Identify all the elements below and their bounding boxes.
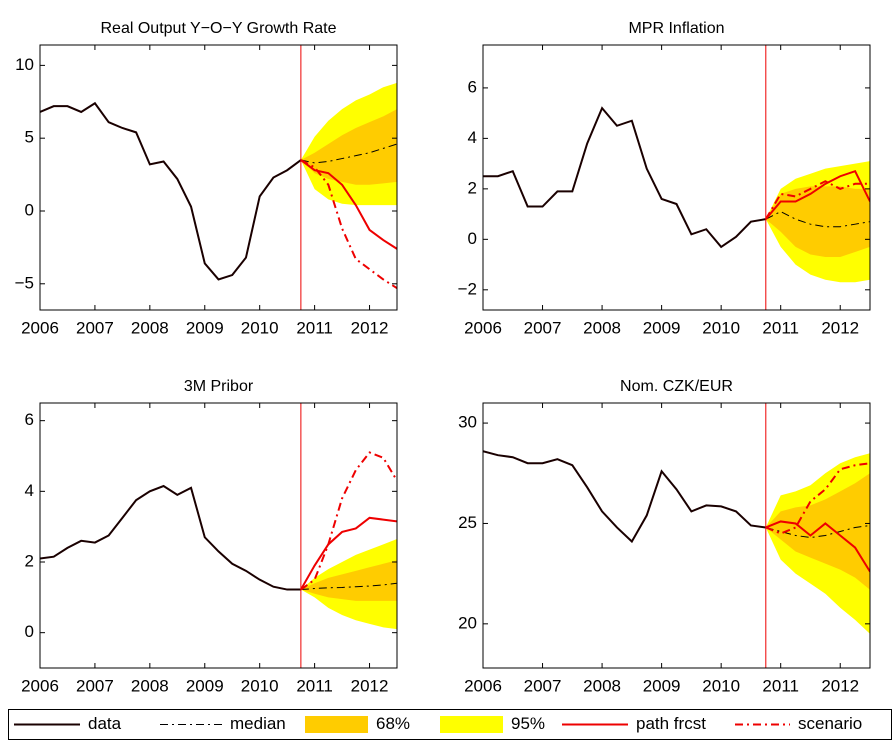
line — [765, 169, 870, 220]
plot-area — [483, 106, 870, 283]
y-tick-label: 6 — [25, 410, 34, 429]
y-tick-label: 6 — [468, 77, 477, 96]
y-tick-label: −5 — [15, 273, 34, 292]
y-tick-label: 5 — [25, 128, 34, 147]
y-tick-label: 2 — [25, 551, 34, 570]
x-tick-label: 2010 — [241, 676, 279, 695]
line — [764, 180, 870, 220]
line — [300, 159, 397, 290]
y-tick-label: −2 — [458, 279, 477, 298]
chart-title: Nom. CZK/EUR — [620, 378, 733, 395]
x-tick-label: 2011 — [296, 318, 333, 337]
axes-box — [482, 402, 871, 669]
legend-label: 68% — [376, 714, 410, 733]
x-tick-label: 2008 — [583, 318, 621, 337]
x-tick-label: 2012 — [351, 318, 389, 337]
x-tick-label: 2009 — [186, 318, 224, 337]
axes-box — [39, 402, 398, 669]
x-tick-label: 2010 — [702, 318, 740, 337]
axes-box — [39, 44, 398, 311]
y-tick-label: 0 — [25, 200, 34, 219]
band — [300, 109, 397, 185]
line — [300, 516, 397, 591]
x-tick-label: 2006 — [21, 318, 59, 337]
x-tick-label: 2010 — [241, 318, 279, 337]
chart-title: MPR Inflation — [628, 20, 724, 37]
y-tick-label: 2 — [468, 178, 477, 197]
line — [300, 451, 397, 591]
chart-title: Real Output Y−O−Y Growth Rate — [101, 20, 337, 37]
plot-area — [40, 451, 397, 630]
line — [40, 101, 302, 281]
x-tick-label: 2012 — [821, 676, 859, 695]
line — [300, 143, 397, 164]
band — [300, 560, 397, 601]
plot-area — [483, 450, 870, 634]
x-tick-label: 2006 — [464, 676, 502, 695]
line — [765, 211, 870, 228]
x-tick-label: 2012 — [821, 318, 859, 337]
legend-swatch — [440, 716, 503, 733]
x-tick-label: 2006 — [464, 318, 502, 337]
x-tick-label: 2007 — [76, 318, 114, 337]
legend-label: median — [230, 714, 286, 733]
plot-area — [40, 82, 397, 290]
x-tick-label: 2011 — [296, 676, 333, 695]
x-tick-label: 2007 — [524, 676, 562, 695]
chart-title: 3M Pribor — [184, 378, 254, 395]
y-tick-label: 10 — [15, 55, 34, 74]
x-tick-label: 2008 — [583, 676, 621, 695]
axes-box — [482, 44, 871, 311]
x-tick-label: 2008 — [131, 318, 169, 337]
x-tick-label: 2006 — [21, 676, 59, 695]
x-tick-label: 2011 — [762, 318, 799, 337]
y-tick-label: 20 — [458, 613, 477, 632]
y-tick-label: 30 — [458, 413, 477, 432]
x-tick-label: 2009 — [643, 318, 681, 337]
x-tick-label: 2010 — [702, 676, 740, 695]
y-tick-label: 25 — [458, 513, 477, 532]
y-tick-label: 4 — [468, 128, 477, 147]
legend-label: scenario — [798, 714, 862, 733]
y-tick-label: 0 — [468, 229, 477, 248]
y-tick-label: 4 — [25, 481, 34, 500]
x-tick-label: 2009 — [186, 676, 224, 695]
band — [765, 473, 870, 590]
x-tick-label: 2007 — [524, 318, 562, 337]
x-tick-label: 2007 — [76, 676, 114, 695]
line — [765, 520, 870, 573]
x-tick-label: 2012 — [351, 676, 389, 695]
line — [483, 106, 766, 249]
legend-label: path frcst — [636, 714, 706, 733]
x-tick-label: 2009 — [643, 676, 681, 695]
x-tick-label: 2008 — [131, 676, 169, 695]
y-tick-label: 0 — [25, 622, 34, 641]
band — [765, 186, 870, 257]
legend-label: 95% — [511, 714, 545, 733]
line — [483, 450, 766, 544]
line — [300, 582, 397, 591]
legend-label: data — [88, 714, 122, 733]
legend-swatch — [305, 716, 368, 733]
line — [765, 462, 870, 535]
line — [40, 484, 301, 591]
x-tick-label: 2011 — [762, 676, 799, 695]
